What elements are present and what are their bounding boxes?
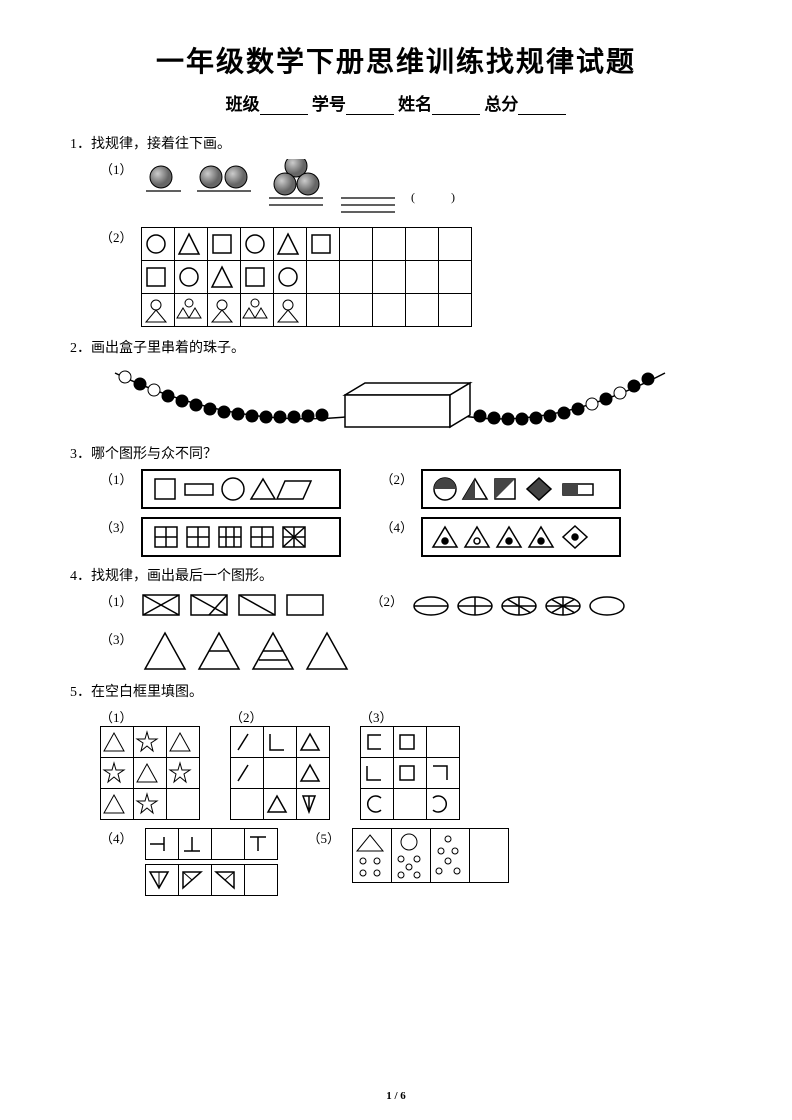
page-title: 一年级数学下册思维训练找规律试题	[70, 40, 722, 80]
page-number: 1 / 6	[0, 1090, 792, 1102]
blank-class[interactable]	[260, 100, 308, 115]
label-score: 总分	[484, 95, 518, 114]
q4-1	[141, 591, 341, 621]
q1-circles: ( )	[141, 159, 501, 219]
q3-box1	[141, 469, 341, 509]
q1: 1．找规律，接着往下画。	[70, 133, 722, 153]
label-id: 学号	[312, 95, 346, 114]
q5-g2	[230, 726, 330, 820]
worksheet-page: 一年级数学下册思维训练找规律试题 班级 学号 姓名 总分 1．找规律，接着往下画…	[0, 0, 792, 1120]
blank-score[interactable]	[518, 100, 566, 115]
q1-table	[141, 227, 472, 327]
q5-g1	[100, 726, 200, 820]
blank-name[interactable]	[432, 100, 480, 115]
q4-2	[411, 591, 631, 621]
q4: 4．找规律，画出最后一个图形。	[70, 565, 722, 585]
q3-box4	[421, 517, 621, 557]
q3-box3	[141, 517, 341, 557]
q2: 2．画出盒子里串着的珠子。	[70, 337, 722, 357]
q5: 5．在空白框里填图。	[70, 681, 722, 701]
label-name: 姓名	[398, 95, 432, 114]
q5-g3	[360, 726, 460, 820]
blank-id[interactable]	[346, 100, 394, 115]
svg-text:( ): ( )	[411, 190, 455, 204]
q1-sub1: （1）	[100, 159, 133, 178]
q5-g4a	[145, 828, 278, 860]
q5-g5	[352, 828, 509, 883]
q3: 3．哪个图形与众不同？	[70, 443, 722, 463]
q4-3	[141, 629, 371, 673]
q1-sub2: （2）	[100, 227, 133, 246]
q2-beads	[110, 363, 670, 443]
q3-box2	[421, 469, 621, 509]
label-class: 班级	[226, 95, 260, 114]
q5-g4b	[145, 864, 278, 896]
student-info: 班级 学号 姓名 总分	[70, 90, 722, 115]
